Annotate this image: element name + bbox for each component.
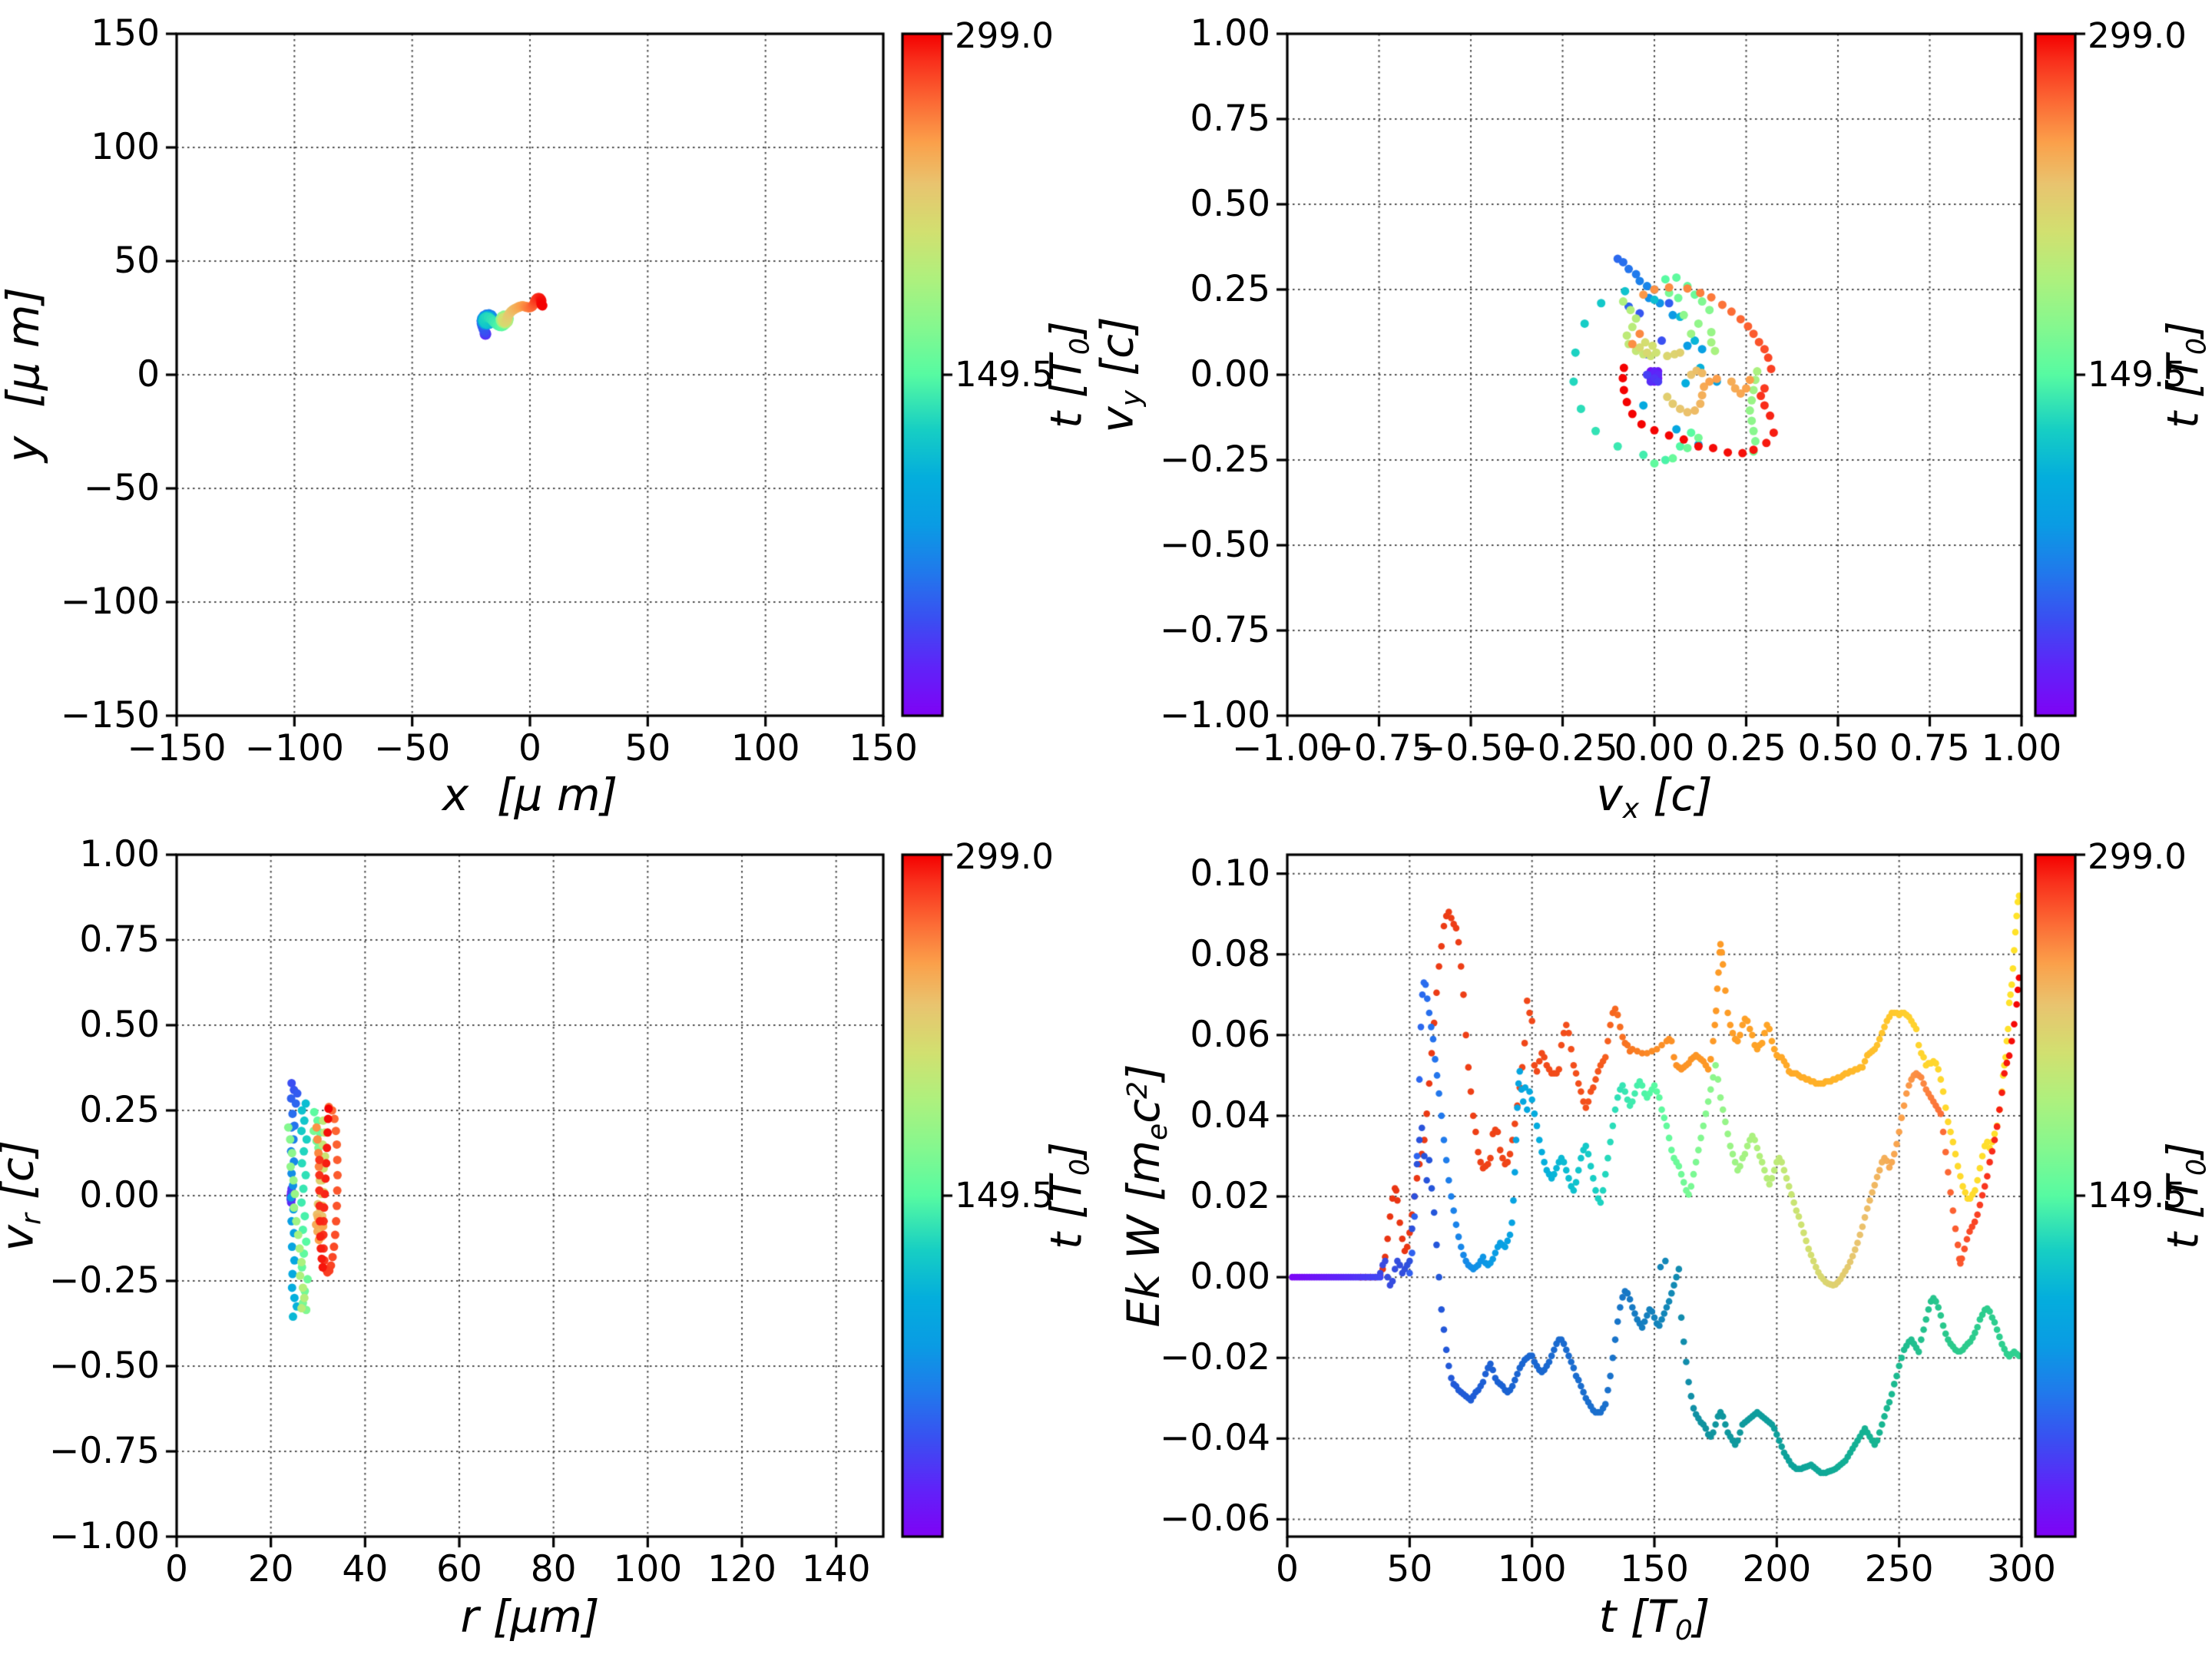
y-tick-label: −0.04 [1159,1417,1270,1460]
y-tick-label: −150 [60,694,160,736]
y-tick-label: −0.75 [48,1430,160,1472]
y-tick-label: 0.50 [1190,183,1270,225]
x-tick-label: 100 [730,727,800,769]
x-tick-label: 50 [1386,1548,1433,1590]
x-tick-label: 140 [801,1548,871,1590]
vxvy-xlabel: vx [c] [1596,769,1713,826]
x-tick-label: 0.00 [1614,727,1695,769]
y-tick-label: 1.00 [79,833,160,875]
x-tick-label: −0.25 [1507,727,1618,769]
y-tick-label: −0.06 [1159,1497,1270,1540]
y-tick-label: 0.00 [1190,353,1270,395]
y-tick-label: −0.25 [1159,438,1270,481]
y-tick-label: 0.06 [1190,1013,1270,1056]
y-tick-label: 0 [137,353,160,395]
y-tick-label: −100 [60,581,160,623]
x-tick-label: 20 [247,1548,294,1590]
y-tick-label: 0.10 [1190,852,1270,895]
energy-xlabel: t [T0] [1598,1590,1710,1647]
colorbar-mid-label: 149.5 [2088,354,2187,395]
y-tick-label: −0.50 [48,1345,160,1387]
x-tick-label: 60 [436,1548,482,1590]
y-tick-label: 0.08 [1190,932,1270,975]
colorbar-axis-label: t [T0] [2158,321,2212,429]
x-tick-label: 150 [849,727,918,769]
x-tick-label: 50 [624,727,671,769]
y-tick-label: 0.75 [79,918,160,961]
y-tick-label: 0.25 [1190,268,1270,310]
y-tick-label: 50 [114,240,160,282]
colorbar-mid-label: 149.5 [955,1175,1054,1216]
y-tick-label: 0.25 [79,1089,160,1131]
y-tick-label: −1.00 [1159,694,1270,736]
x-tick-label: 0 [165,1548,188,1590]
x-tick-label: 150 [1620,1548,1689,1590]
colorbar-max-label: 299.0 [955,15,1054,56]
x-tick-label: 0.50 [1797,727,1879,769]
y-tick-label: −0.75 [1159,609,1270,651]
x-tick-label: 250 [1864,1548,1934,1590]
x-tick-label: 40 [342,1548,389,1590]
y-tick-label: 0.00 [79,1174,160,1216]
colorbar-mid-label: 149.5 [2088,1175,2187,1216]
y-tick-label: −1.00 [48,1515,160,1557]
x-tick-label: 100 [1497,1548,1567,1590]
x-tick-label: 300 [1987,1548,2056,1590]
y-tick-label: 0.04 [1190,1094,1270,1137]
y-tick-label: −0.50 [1159,524,1270,566]
y-tick-label: 100 [91,126,160,168]
colorbar-max-label: 299.0 [2088,15,2187,56]
y-tick-label: −0.25 [48,1259,160,1302]
colorbar-max-label: 299.0 [2088,836,2187,877]
xy-xlabel: x [μ m] [442,769,618,821]
y-tick-label: 0.02 [1190,1175,1270,1218]
x-tick-label: 200 [1742,1548,1812,1590]
x-tick-label: 80 [530,1548,577,1590]
y-tick-label: 0.50 [79,1004,160,1046]
x-tick-label: 100 [613,1548,683,1590]
x-tick-label: 0 [1276,1548,1299,1590]
y-tick-label: −0.02 [1159,1336,1270,1379]
x-tick-label: −150 [127,727,227,769]
colorbar-max-label: 299.0 [955,836,1054,877]
x-tick-label: −1.00 [1231,727,1343,769]
x-tick-label: −100 [244,727,344,769]
y-tick-label: −50 [83,467,160,509]
y-tick-label: 150 [91,12,160,55]
y-tick-label: 0.75 [1190,98,1270,140]
x-tick-label: −0.50 [1415,727,1527,769]
x-tick-label: 0.75 [1889,727,1970,769]
x-tick-label: 120 [707,1548,777,1590]
x-tick-label: 0.25 [1706,727,1786,769]
rvr-xlabel: r [μm] [460,1590,600,1643]
y-tick-label: 0.00 [1190,1256,1270,1299]
colorbar-axis-label: t [T0] [2158,1142,2212,1249]
colorbar-mid-label: 149.5 [955,354,1054,395]
x-tick-label: 0 [518,727,541,769]
x-tick-label: −0.75 [1323,727,1435,769]
x-tick-label: −50 [374,727,451,769]
y-tick-label: 1.00 [1190,12,1270,55]
x-tick-label: 1.00 [1981,727,2062,769]
